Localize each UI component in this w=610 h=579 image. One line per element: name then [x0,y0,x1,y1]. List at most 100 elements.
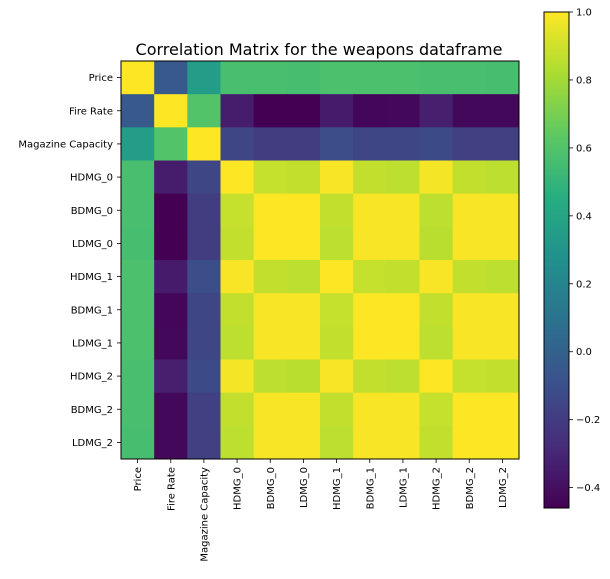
heatmap-cell [452,193,487,228]
heatmap-cell [187,359,221,394]
heatmap-cell [386,226,420,261]
chart-title: Correlation Matrix for the weapons dataf… [136,40,503,59]
heatmap-cell [485,160,520,195]
heatmap-cell [286,61,321,95]
heatmap-cell [320,160,354,195]
colorbar-tick-label: 0.4 [576,211,592,222]
x-tick-label: HDMG_2 [432,467,443,510]
heatmap-cell [452,160,487,195]
colorbar [544,12,569,508]
heatmap-cell [353,226,387,261]
heatmap-cell [253,392,288,427]
heatmap-cell [386,326,420,360]
heatmap-cell [485,326,520,360]
heatmap-cell [154,160,188,195]
heatmap-cell [220,359,255,394]
heatmap-cell [386,160,420,195]
colorbar-frame [543,11,570,509]
x-tick-label: BDMG_0 [266,467,277,509]
heatmap-cell [286,293,321,327]
colorbar-tick-label: −0.2 [576,415,600,426]
heatmap-cell [320,392,354,427]
heatmap-cell [320,226,354,261]
heatmap-cell [320,260,354,294]
y-tick-label: Price [89,73,113,84]
y-tick-label: LDMG_1 [72,338,113,349]
heatmap-cell [253,293,288,327]
heatmap-cell [154,193,188,228]
heatmap-cell [187,160,221,195]
heatmap-cell [353,359,387,394]
heatmap-cell [485,127,520,161]
heatmap-cell [253,326,288,360]
heatmap-cell [187,226,221,261]
y-tick-label: LDMG_2 [72,438,113,449]
heatmap-cell [220,94,255,128]
x-tick-label: HDMG_1 [332,467,343,510]
heatmap-cell [154,293,188,327]
heatmap-cell [121,61,155,95]
heatmap-cell [386,193,420,228]
heatmap-cell [320,61,354,95]
x-tick-label: LDMG_2 [498,467,509,508]
heatmap-cell [154,359,188,394]
heatmap-cell [286,392,321,427]
heatmap-cell [386,94,420,128]
heatmap-cell [286,226,321,261]
plot-frame [120,60,520,460]
heatmap-cell [485,193,520,228]
heatmap-cell [386,293,420,327]
heatmap-cell [220,326,255,360]
heatmap-cell [187,392,221,427]
heatmap-cell [353,425,387,460]
heatmap-cell [452,260,487,294]
x-tick-label: Price [133,467,144,491]
y-tick-label: LDMG_0 [72,239,113,250]
heatmap-cell [485,226,520,261]
heatmap-cell [452,127,487,161]
heatmap-cell [286,359,321,394]
heatmap-cell [220,293,255,327]
heatmap-cell [121,359,155,394]
heatmap-cell [187,260,221,294]
y-tick-label: Fire Rate [69,106,113,117]
heatmap-cell [121,326,155,360]
x-tick-label: Fire Rate [166,467,177,511]
heatmap-cell [220,260,255,294]
heatmap-cell [419,61,454,95]
heatmap-cell [320,193,354,228]
heatmap-cell [419,127,454,161]
heatmap-cell [154,94,188,128]
heatmap-cell [386,359,420,394]
heatmap-cell [220,425,255,460]
y-tick-label: BDMG_1 [71,305,113,316]
x-tick-label: BDMG_1 [365,467,376,509]
y-tick-label: BDMG_2 [71,405,113,416]
x-axis-ticks: Price Fire Rate Magazine Capacity HDMG_0 BDM… [133,459,509,562]
heatmap-cell [452,61,487,95]
heatmap-cell [121,425,155,460]
colorbar-tick-label: 0.8 [576,75,592,86]
heatmap-cell [220,160,255,195]
heatmap-cell [187,326,221,360]
heatmap-cell [485,61,520,95]
heatmap-cell [286,160,321,195]
heatmap-cell [386,260,420,294]
heatmap-cell [353,94,387,128]
heatmap-cell [187,61,221,95]
y-axis-ticks: Price Fire Rate Magazine Capacity HDMG_0 BDM… [18,73,121,449]
heatmap-cell [253,61,288,95]
heatmap-cell [353,260,387,294]
heatmap-cell [485,425,520,460]
heatmap-cell [220,392,255,427]
heatmap-cell [386,425,420,460]
heatmap-cell [121,127,155,161]
x-tick-label: BDMG_2 [465,467,476,509]
heatmap-cell [386,61,420,95]
heatmap-cell [320,359,354,394]
heatmap-cell [419,160,454,195]
x-tick-label: LDMG_0 [299,467,310,508]
heatmap-cell [419,293,454,327]
heatmap-cell [419,359,454,394]
